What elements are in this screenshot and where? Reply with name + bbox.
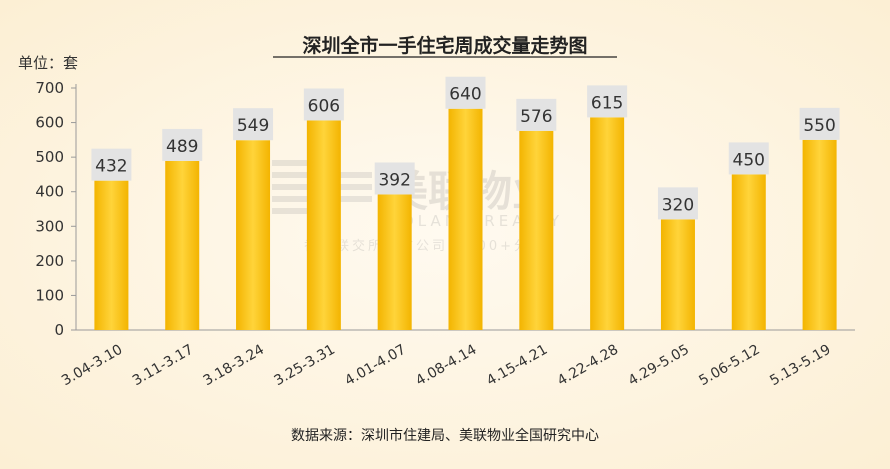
bar [165, 160, 200, 330]
bar [802, 139, 837, 330]
data-label-box [587, 85, 628, 118]
data-label: 489 [166, 137, 198, 157]
data-label: 576 [520, 107, 552, 127]
bar [306, 120, 341, 330]
data-label: 432 [95, 157, 127, 177]
bar [236, 140, 271, 330]
y-tick-label: 300 [35, 217, 64, 235]
svg-text:香港联交所上市公司 1200+分行: 香港联交所上市公司 1200+分行 [304, 238, 546, 254]
y-tick-label: 700 [35, 79, 64, 97]
data-label: 606 [308, 96, 340, 116]
data-label: 550 [803, 116, 835, 136]
y-tick-label: 200 [35, 252, 64, 270]
data-label-box [162, 128, 203, 161]
data-label-box [516, 98, 557, 131]
data-label-box [233, 108, 274, 141]
data-label: 392 [378, 170, 410, 190]
data-label: 450 [733, 150, 765, 170]
data-label-box [728, 142, 769, 175]
y-tick-label: 600 [35, 114, 64, 132]
data-label: 320 [662, 195, 694, 215]
data-label-box [374, 162, 415, 195]
source-note: 数据来源：深圳市住建局、美联物业全国研究中心 [291, 427, 599, 444]
bar [448, 108, 483, 330]
data-label: 549 [237, 116, 269, 136]
y-tick-label: 400 [35, 183, 64, 201]
data-label-box [445, 76, 486, 109]
data-label-box [91, 148, 132, 181]
data-label-box [657, 187, 698, 220]
bar [519, 130, 554, 330]
data-label: 615 [591, 93, 623, 113]
y-axis: 0 100 200 300 400 500 600 700 [35, 79, 855, 339]
y-tick-label: 0 [54, 321, 64, 339]
data-label: 640 [449, 85, 481, 105]
chart-title: 深圳全市一手住宅周成交量走势图 [302, 34, 587, 57]
bar [377, 194, 412, 330]
y-tick-label: 100 [35, 286, 64, 304]
data-label-box [799, 107, 840, 140]
data-label-box [303, 88, 344, 121]
bar [660, 219, 695, 330]
y-tick-label: 500 [35, 148, 64, 166]
bar [94, 180, 129, 330]
bar [731, 174, 766, 330]
bars: 432 489 549 606 392 640 576 615 320 450 550 [91, 76, 840, 330]
y-axis-unit-label: 单位：套 [18, 54, 78, 72]
bar [590, 117, 625, 330]
